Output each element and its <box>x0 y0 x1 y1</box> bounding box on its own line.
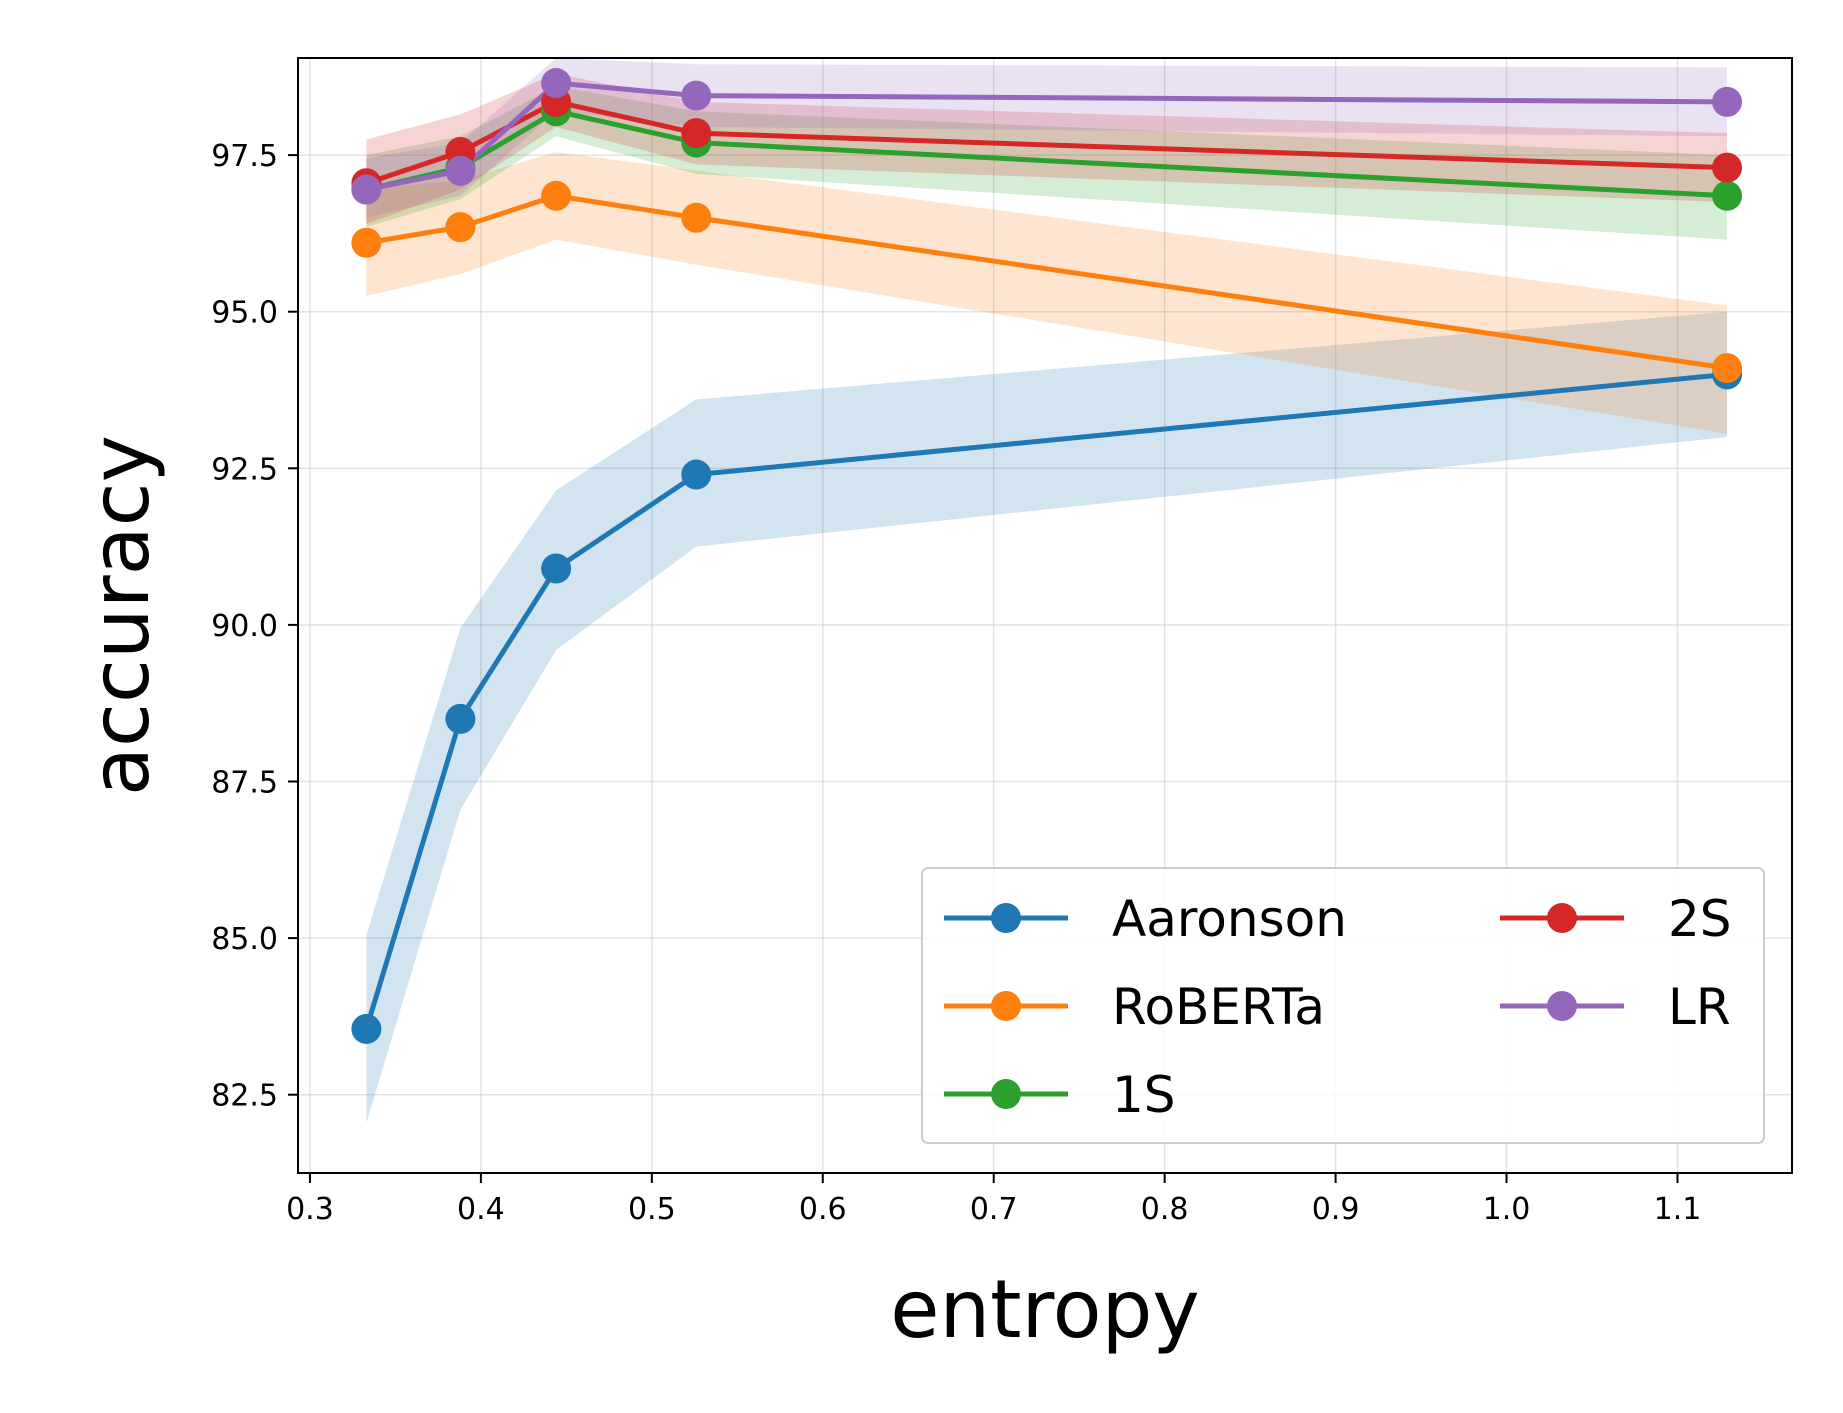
legend-label-1s: 1S <box>1112 1066 1176 1124</box>
point-lr <box>445 155 476 186</box>
y-tick-label: 82.5 <box>211 1079 278 1114</box>
point-2s <box>681 118 712 149</box>
x-tick-label: 1.1 <box>1654 1192 1702 1227</box>
point-roberta <box>1712 353 1743 384</box>
legend-frame <box>921 867 1765 1144</box>
legend: Aaronson RoBERTa 1S 2S LR <box>921 867 1765 1144</box>
point-lr <box>681 80 712 111</box>
x-tick-label: 0.3 <box>286 1192 334 1227</box>
legend-marker-lr <box>1547 991 1577 1021</box>
legend-marker-roberta <box>991 991 1021 1021</box>
legend-label-lr: LR <box>1668 978 1731 1036</box>
x-tick-label: 0.7 <box>970 1192 1018 1227</box>
point-roberta <box>541 180 572 211</box>
legend-label-roberta: RoBERTa <box>1112 978 1325 1036</box>
x-tick-label: 0.8 <box>1141 1192 1189 1227</box>
x-tick-label: 0.6 <box>799 1192 847 1227</box>
point-aaronson <box>351 1013 382 1044</box>
band-2s <box>366 73 1728 224</box>
y-tick-label: 97.5 <box>211 139 278 174</box>
point-roberta <box>445 212 476 243</box>
legend-label-2s: 2S <box>1668 890 1732 948</box>
point-roberta <box>681 202 712 233</box>
legend-marker-2s <box>1547 903 1577 933</box>
plot-frame <box>297 57 1793 1174</box>
x-tick-label: 0.9 <box>1312 1192 1360 1227</box>
point-aaronson <box>541 553 572 584</box>
point-2s <box>1712 152 1743 183</box>
point-aaronson <box>681 459 712 490</box>
x-tick-label: 0.4 <box>457 1192 505 1227</box>
y-tick-label: 87.5 <box>211 765 278 800</box>
point-lr <box>541 68 572 99</box>
point-roberta <box>351 227 382 258</box>
x-tick-label: 1.0 <box>1483 1192 1531 1227</box>
band-aaronson <box>366 311 1728 1123</box>
y-tick-label: 95.0 <box>211 296 278 331</box>
y-tick-label: 85.0 <box>211 922 278 957</box>
point-1s <box>1712 180 1743 211</box>
y-axis-title: accuracy <box>74 435 167 796</box>
point-lr <box>1712 86 1743 117</box>
y-tick-label: 90.0 <box>211 609 278 644</box>
legend-marker-aaronson <box>991 903 1021 933</box>
y-tick-label: 92.5 <box>211 452 278 487</box>
legend-marker-1s <box>991 1079 1021 1109</box>
axis-ticks: 0.3 0.4 0.5 0.6 0.7 0.8 0.9 1.0 1.1 82.5 85.0 87.5 9… <box>211 139 1701 1227</box>
series-points <box>351 68 1743 1044</box>
grid-lines <box>298 58 1792 1173</box>
point-lr <box>351 174 382 205</box>
point-aaronson <box>445 703 476 734</box>
legend-label-aaronson: Aaronson <box>1112 890 1347 948</box>
x-tick-label: 0.5 <box>628 1192 676 1227</box>
x-axis-title: entropy <box>890 1263 1200 1356</box>
